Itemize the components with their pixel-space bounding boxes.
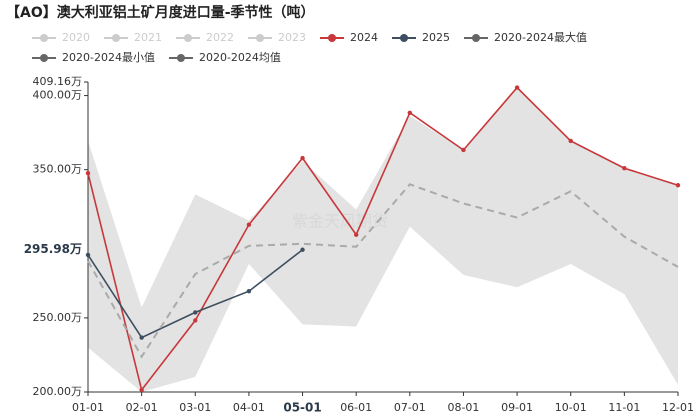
- y-tick-label: 409.16万: [33, 75, 83, 88]
- x-tick-label: 08-01: [447, 401, 479, 414]
- legend-label[interactable]: 2024: [350, 31, 378, 44]
- legend-icon: [472, 34, 480, 42]
- x-tick-label: 03-01: [179, 401, 211, 414]
- legend-icon: [176, 54, 185, 62]
- x-tick-label: 05-01: [283, 401, 321, 415]
- legend-label[interactable]: 2025: [422, 31, 450, 44]
- legend-icon: [400, 34, 408, 42]
- x-tick-label: 04-01: [233, 401, 265, 414]
- point: [193, 318, 198, 323]
- point: [193, 310, 198, 315]
- legend-icon: [112, 34, 120, 42]
- x-tick-label: 10-01: [555, 401, 587, 414]
- y-tick-label: 350.00万: [33, 163, 83, 176]
- legend-icon: [40, 54, 48, 62]
- legend-icon: [328, 34, 336, 42]
- point: [85, 171, 91, 176]
- point: [300, 247, 305, 252]
- point: [139, 387, 144, 393]
- legend-label[interactable]: 2023: [278, 31, 306, 44]
- point: [407, 110, 413, 115]
- legend-label[interactable]: 2022: [206, 31, 234, 44]
- legend-icon: [40, 34, 48, 42]
- legend-icon: [256, 34, 264, 42]
- y-tick-label: 250.00万: [33, 311, 83, 324]
- point: [568, 138, 573, 144]
- legend-label[interactable]: 2021: [134, 31, 162, 44]
- x-tick-label: 06-01: [340, 401, 372, 414]
- point: [353, 232, 359, 237]
- point: [675, 183, 681, 188]
- x-tick-label: 12-01: [662, 401, 694, 414]
- point: [461, 147, 466, 153]
- x-tick-label: 11-01: [608, 401, 640, 414]
- x-tick-label: 07-01: [394, 401, 426, 414]
- point: [85, 252, 91, 258]
- y-tick-label: 200.00万: [33, 385, 83, 398]
- legend-label[interactable]: 2020-2024最小值: [62, 51, 155, 64]
- point: [622, 166, 627, 171]
- legend-label[interactable]: 2020-2024最大值: [494, 30, 587, 44]
- point: [246, 222, 252, 227]
- legend-icon: [184, 34, 192, 42]
- point: [514, 85, 520, 90]
- legend-label[interactable]: 2020: [62, 31, 90, 44]
- legend-label[interactable]: 2020-2024均值: [199, 51, 281, 64]
- range-band: [88, 87, 678, 393]
- chart-title: 【AO】澳大利亚铝土矿月度进口量-季节性（吨）: [6, 4, 315, 21]
- x-tick-label: 09-01: [501, 401, 533, 414]
- point: [139, 335, 144, 340]
- crosshair-label: 295.98万: [24, 242, 82, 256]
- series-line: [87, 183, 679, 359]
- point: [246, 289, 252, 294]
- x-tick-label: 02-01: [126, 401, 158, 414]
- point: [300, 155, 305, 161]
- x-tick-label: 01-01: [72, 401, 104, 414]
- y-tick-label: 400.00万: [33, 89, 83, 102]
- series-line: [87, 86, 679, 392]
